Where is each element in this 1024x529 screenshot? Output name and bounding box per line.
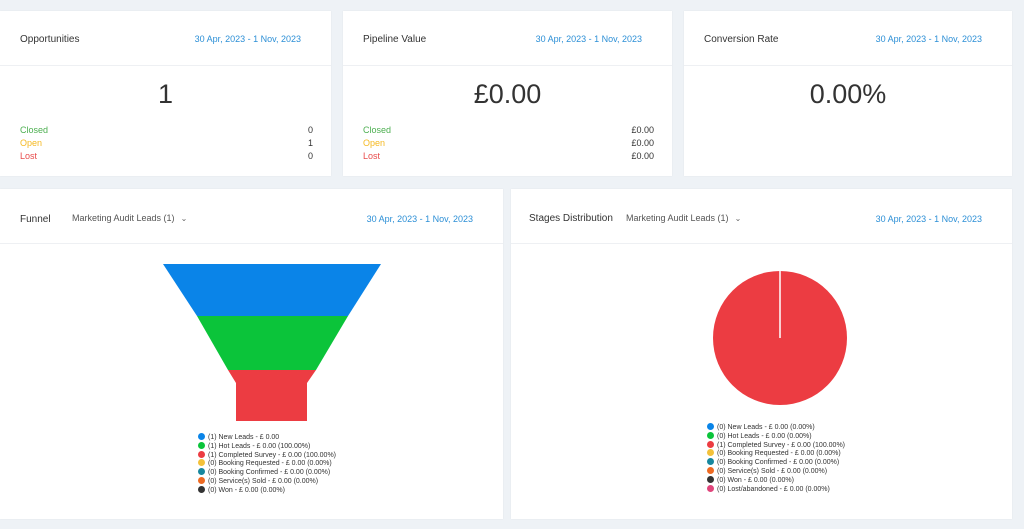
legend-item[interactable]: (1) Completed Survey - £ 0.00 (100.00%) [198, 450, 337, 460]
legend-dot-icon [707, 440, 714, 448]
pipeline-value-card: Pipeline Value 30 Apr, 2023 - 1 Nov, 202… [343, 11, 672, 176]
stat-label: Lost [20, 151, 38, 161]
legend-item[interactable]: (1) Completed Survey - £ 0.00 (100.00%) [707, 440, 846, 450]
pipeline-total-value: £0.00 [473, 79, 542, 109]
funnel-card: Funnel Marketing Audit Leads (1) ⌄ 30 Apr… [0, 189, 503, 519]
pipeline-select-dropdown[interactable]: Marketing Audit Leads (1) ⌄ [626, 213, 741, 223]
stat-label: Closed [363, 125, 392, 135]
stat-value: 1 [307, 138, 313, 148]
legend-label: (0) New Leads - £ 0.00 (0.00%) [717, 424, 815, 431]
legend-label: (1) Hot Leads - £ 0.00 (100.00%) [208, 442, 311, 450]
stat-row-lost: Lost £0.00 [363, 151, 654, 163]
legend-item[interactable]: (0) Hot Leads - £ 0.00 (0.00%) [707, 431, 845, 441]
funnel-segment-hot-leads [197, 316, 348, 370]
card-header: Pipeline Value 30 Apr, 2023 - 1 Nov, 202… [343, 11, 672, 66]
legend-label: (0) Won - £ 0.00 (0.00%) [208, 486, 285, 494]
opportunities-count: 1 [157, 79, 174, 109]
stages-legend: (0) New Leads - £ 0.00 (0.00%) (0) Hot L… [707, 423, 845, 493]
date-range-picker[interactable]: 30 Apr, 2023 - 1 Nov, 2023 [875, 214, 982, 224]
stages-pie-chart [713, 271, 847, 405]
legend-label: (0) Booking Confirmed - £ 0.00 (0.00%) [717, 459, 840, 467]
opportunities-card: Opportunities 30 Apr, 2023 - 1 Nov, 2023… [0, 11, 331, 176]
legend-dot-icon [198, 450, 205, 458]
legend-label: (0) Won - £ 0.00 (0.00%) [717, 476, 794, 484]
legend-dot-icon [198, 485, 205, 493]
legend-dot-icon [707, 449, 714, 457]
pipeline-select-value: Marketing Audit Leads (1) [626, 213, 729, 223]
legend-label: (1) New Leads - £ 0.00 [208, 434, 280, 441]
legend-dot-icon [198, 468, 205, 476]
legend-item[interactable]: (0) Booking Confirmed - £ 0.00 (0.00%) [198, 468, 336, 477]
date-range-picker[interactable]: 30 Apr, 2023 - 1 Nov, 2023 [366, 214, 473, 224]
stat-label: Closed [20, 125, 49, 135]
legend-label: (0) Lost/abandoned - £ 0.00 (0.00%) [717, 485, 830, 493]
legend-label: (0) Service(s) Sold - £ 0.00 (0.00%) [717, 467, 828, 475]
legend-dot-icon [198, 459, 205, 467]
chevron-down-icon: ⌄ [180, 214, 188, 223]
funnel-segment-new-leads [163, 264, 381, 316]
card-title: Pipeline Value [363, 34, 427, 45]
stat-value: £0.00 [631, 151, 654, 161]
conversion-rate-card: Conversion Rate 30 Apr, 2023 - 1 Nov, 20… [684, 11, 1012, 176]
legend-item[interactable]: (0) Booking Confirmed - £ 0.00 (0.00%) [707, 458, 845, 467]
stat-value: £0.00 [631, 125, 654, 135]
card-header: Conversion Rate 30 Apr, 2023 - 1 Nov, 20… [684, 11, 1012, 66]
card-header: Stages Distribution Marketing Audit Lead… [511, 189, 1012, 244]
stages-distribution-card: Stages Distribution Marketing Audit Lead… [511, 189, 1012, 519]
legend-dot-icon [707, 431, 714, 439]
funnel-segment-completed-survey [228, 370, 316, 421]
stat-label: Open [363, 138, 386, 148]
legend-label: (1) Completed Survey - £ 0.00 (100.00%) [208, 451, 337, 459]
legend-dot-icon [707, 466, 714, 474]
legend-label: (1) Completed Survey - £ 0.00 (100.00%) [717, 441, 846, 449]
legend-item[interactable]: (0) Booking Requested - £ 0.00 (0.00%) [198, 459, 336, 468]
legend-dot-icon [707, 458, 714, 466]
legend-item[interactable]: (0) Booking Requested - £ 0.00 (0.00%) [707, 449, 845, 458]
date-range-picker[interactable]: 30 Apr, 2023 - 1 Nov, 2023 [535, 34, 642, 44]
legend-label: (0) Booking Confirmed - £ 0.00 (0.00%) [208, 469, 331, 477]
stat-row-open: Open £0.00 [363, 138, 654, 150]
legend-item[interactable]: (0) Won - £ 0.00 (0.00%) [198, 485, 336, 495]
card-title: Funnel [20, 214, 51, 225]
funnel-legend: (1) New Leads - £ 0.00 (1) Hot Leads - £… [198, 433, 336, 495]
date-range-picker[interactable]: 30 Apr, 2023 - 1 Nov, 2023 [875, 34, 982, 44]
legend-dot-icon [198, 441, 205, 449]
legend-item[interactable]: (0) New Leads - £ 0.00 (0.00%) [707, 423, 845, 432]
card-title: Stages Distribution [529, 213, 613, 224]
pipeline-select-value: Marketing Audit Leads (1) [72, 213, 175, 223]
funnel-chart [163, 264, 381, 421]
chevron-down-icon: ⌄ [734, 214, 742, 223]
legend-label: (0) Hot Leads - £ 0.00 (0.00%) [717, 432, 812, 440]
legend-dot-icon [707, 484, 714, 492]
stat-row-closed: Closed £0.00 [363, 125, 654, 137]
legend-dot-icon [198, 433, 205, 440]
legend-label: (0) Booking Requested - £ 0.00 (0.00%) [717, 450, 841, 458]
legend-dot-icon [707, 423, 714, 430]
stat-row-lost: Lost 0 [20, 151, 313, 163]
stat-label: Lost [363, 151, 381, 161]
legend-dot-icon [198, 476, 205, 484]
legend-label: (0) Booking Requested - £ 0.00 (0.00%) [208, 460, 332, 468]
date-range-picker[interactable]: 30 Apr, 2023 - 1 Nov, 2023 [194, 34, 301, 44]
legend-item[interactable]: (0) Service(s) Sold - £ 0.00 (0.00%) [707, 466, 845, 476]
card-header: Opportunities 30 Apr, 2023 - 1 Nov, 2023 [0, 11, 331, 66]
legend-dot-icon [707, 475, 714, 483]
legend-item[interactable]: (0) Lost/abandoned - £ 0.00 (0.00%) [707, 484, 845, 494]
stat-value: 0 [307, 125, 313, 135]
card-header: Funnel Marketing Audit Leads (1) ⌄ 30 Apr… [0, 189, 503, 244]
legend-label: (0) Service(s) Sold - £ 0.00 (0.00%) [208, 477, 319, 485]
legend-item[interactable]: (0) Won - £ 0.00 (0.00%) [707, 475, 845, 485]
stat-value: £0.00 [631, 138, 654, 148]
legend-item[interactable]: (1) New Leads - £ 0.00 [198, 433, 336, 442]
stat-row-open: Open 1 [20, 138, 313, 150]
pipeline-select-dropdown[interactable]: Marketing Audit Leads (1) ⌄ [72, 213, 187, 223]
card-title: Conversion Rate [704, 34, 779, 45]
legend-item[interactable]: (1) Hot Leads - £ 0.00 (100.00%) [198, 441, 336, 451]
stat-value: 0 [307, 151, 313, 161]
conversion-rate-value: 0.00% [809, 79, 887, 109]
stat-label: Open [20, 138, 43, 148]
legend-item[interactable]: (0) Service(s) Sold - £ 0.00 (0.00%) [198, 476, 336, 486]
stat-row-closed: Closed 0 [20, 125, 313, 137]
card-title: Opportunities [20, 34, 80, 45]
